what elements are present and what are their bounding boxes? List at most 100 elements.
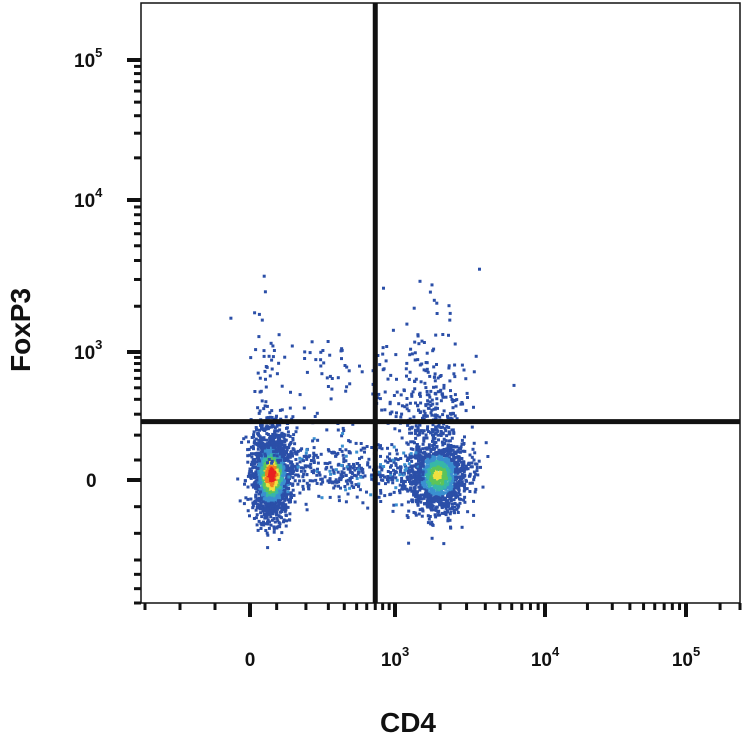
event-dot	[284, 514, 288, 517]
event-dot	[403, 468, 407, 472]
event-dot	[431, 423, 435, 427]
event-dot	[438, 457, 442, 460]
event-dot	[465, 391, 469, 395]
event-dot	[394, 457, 398, 461]
event-dot	[392, 468, 395, 472]
event-dot	[415, 492, 418, 496]
event-dot	[439, 461, 443, 465]
event-dot	[298, 456, 302, 460]
event-dot	[432, 375, 436, 379]
event-dot	[270, 501, 274, 505]
event-dot	[378, 363, 382, 367]
event-dot	[355, 467, 359, 470]
event-dot	[279, 449, 283, 453]
event-dot	[291, 438, 295, 442]
event-dot	[269, 435, 272, 439]
event-dot	[347, 463, 351, 466]
event-dot	[430, 283, 434, 287]
event-dot	[398, 473, 402, 477]
event-dot	[429, 502, 433, 505]
event-dot	[384, 359, 388, 363]
event-dot	[255, 478, 259, 482]
event-dot	[252, 433, 256, 437]
event-dot	[307, 486, 311, 490]
event-dot	[319, 452, 323, 456]
event-dot	[432, 407, 436, 411]
event-dot	[257, 499, 261, 503]
event-dot	[260, 466, 264, 470]
event-dot	[276, 429, 280, 433]
event-dot	[389, 473, 393, 477]
event-dot	[313, 415, 317, 418]
event-dot	[433, 513, 437, 517]
event-dot	[403, 464, 407, 468]
event-dot	[446, 443, 450, 447]
event-dot	[287, 499, 291, 503]
event-dot	[431, 499, 435, 503]
event-dot	[479, 465, 482, 469]
event-dot	[281, 474, 285, 478]
event-dot	[429, 506, 433, 510]
event-dot	[438, 476, 442, 479]
event-dot	[266, 466, 270, 470]
event-dot	[266, 442, 270, 446]
event-dot	[272, 493, 276, 496]
event-dot	[268, 506, 272, 510]
event-dot	[278, 447, 282, 451]
event-dot	[432, 474, 436, 478]
event-dot	[286, 457, 290, 461]
event-dot	[432, 479, 436, 482]
event-dot	[263, 458, 267, 462]
event-dot	[414, 432, 417, 436]
event-dot	[257, 438, 261, 442]
event-dot	[452, 372, 456, 376]
event-dot	[308, 465, 312, 469]
event-dot	[267, 503, 271, 507]
event-dot	[408, 417, 412, 421]
event-dot	[460, 480, 464, 484]
event-dot	[316, 438, 320, 442]
y-tick-label: 104	[74, 185, 103, 212]
event-dot	[260, 446, 263, 450]
y-tick-exponent: 3	[95, 337, 102, 352]
event-dot	[265, 416, 269, 420]
event-dot	[358, 457, 361, 461]
event-dot	[429, 494, 433, 498]
event-dot	[424, 492, 427, 496]
event-dot	[286, 505, 290, 509]
event-dot	[251, 466, 255, 470]
event-dot	[420, 481, 424, 484]
event-dot	[426, 457, 430, 461]
event-dot	[398, 470, 402, 474]
event-dot	[466, 396, 469, 399]
event-dot	[433, 372, 437, 376]
event-dot	[271, 470, 275, 474]
event-dot	[454, 445, 458, 449]
event-dot	[340, 463, 344, 467]
event-dot	[351, 422, 355, 426]
event-dot	[447, 426, 451, 429]
event-dot	[411, 447, 415, 451]
event-dot	[446, 453, 450, 456]
event-dot	[414, 429, 418, 433]
event-dot	[288, 406, 292, 410]
event-dot	[444, 473, 448, 477]
event-dot	[333, 484, 337, 488]
event-dot	[435, 492, 439, 496]
event-dot	[442, 479, 446, 482]
event-dot	[258, 459, 261, 463]
event-dot	[262, 274, 266, 278]
event-dot	[307, 455, 311, 459]
event-dot	[253, 439, 257, 443]
event-dot	[270, 416, 274, 419]
event-dot	[450, 478, 454, 482]
event-dot	[475, 462, 479, 466]
event-dot	[429, 476, 433, 480]
event-dot	[357, 468, 361, 472]
event-dot	[437, 486, 441, 490]
event-dot	[419, 483, 423, 486]
event-dot	[249, 445, 253, 449]
event-dot	[430, 536, 434, 540]
event-dot	[406, 478, 410, 481]
event-dot	[294, 473, 298, 477]
